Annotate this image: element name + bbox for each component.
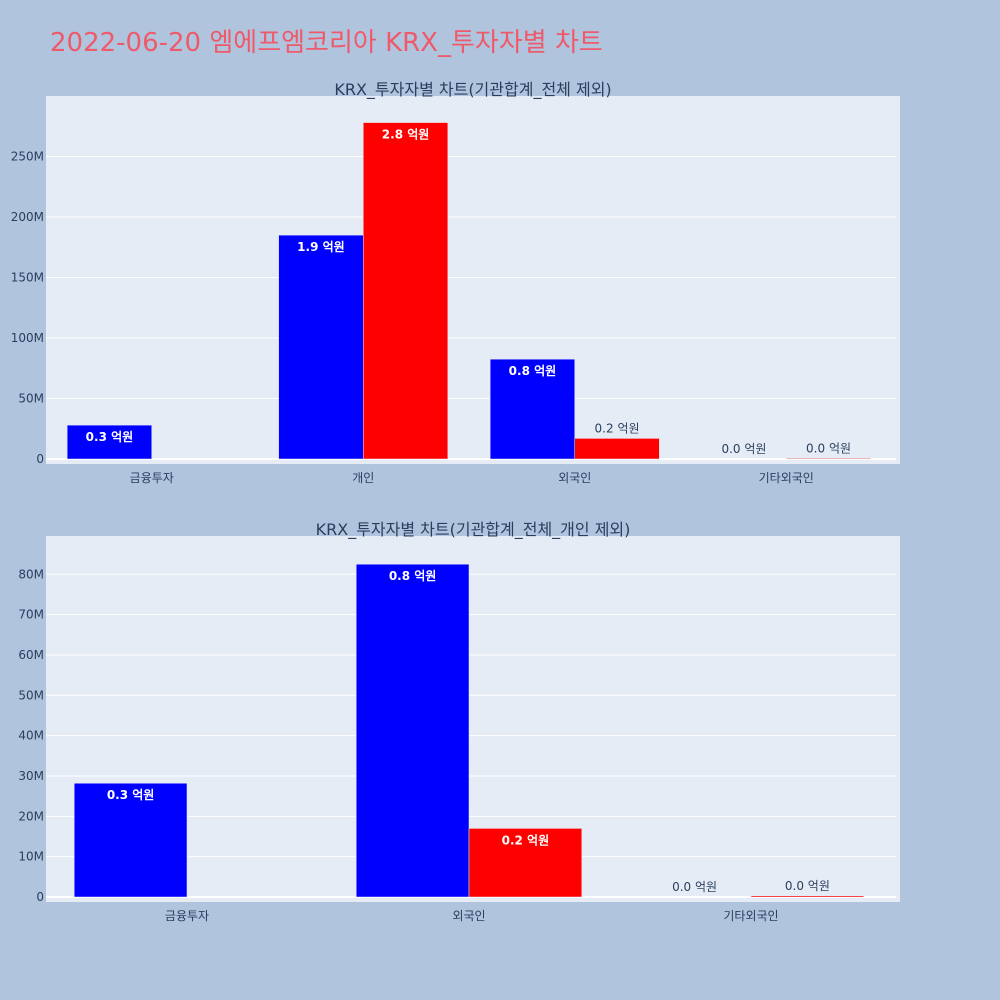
data-label: 1.9 억원 <box>297 240 345 254</box>
y-tick-label: 20M <box>18 809 44 823</box>
y-tick-label: 80M <box>18 567 44 581</box>
y-tick-label: 150M <box>11 270 44 284</box>
y-tick-label: 70M <box>18 608 44 622</box>
x-tick-label: 금융투자 <box>165 909 209 923</box>
y-tick-label: 40M <box>18 729 44 743</box>
bar <box>574 438 660 460</box>
bar <box>73 782 188 898</box>
x-tick-label: 외국인 <box>558 471 591 485</box>
chart-title: KRX_투자자별 차트(기관합계_전체_개인 제외) <box>316 520 631 540</box>
y-tick-label: 250M <box>11 149 44 163</box>
y-tick-label: 10M <box>18 850 44 864</box>
data-label: 0.0 억원 <box>721 442 766 456</box>
chart-krx-total-excl: 0 50M 100M 150M 200M 250M KRX_투자자별 차트(기관합계_전체 … <box>11 80 900 485</box>
bar <box>489 358 575 460</box>
y-tick-label: 60M <box>18 648 44 662</box>
plot-area <box>46 96 900 464</box>
y-tick-label: 100M <box>11 331 44 345</box>
x-tick-label: 외국인 <box>452 909 485 923</box>
data-label: 0.3 억원 <box>86 430 134 444</box>
x-tick-label: 개인 <box>352 471 374 485</box>
bar <box>786 458 872 460</box>
x-tick-label: 기타외국인 <box>759 471 814 485</box>
page-title: 2022-06-20 엠에프엠코리아 KRX_투자자별 차트 <box>50 28 603 58</box>
bar <box>468 828 583 898</box>
data-label: 0.0 억원 <box>672 880 717 894</box>
data-label: 0.8 억원 <box>509 364 557 378</box>
data-label: 0.0 억원 <box>806 441 851 455</box>
bar <box>66 424 152 460</box>
data-label: 0.2 억원 <box>502 833 550 847</box>
y-tick-label: 0 <box>36 890 44 904</box>
y-tick-label: 50M <box>18 391 44 405</box>
bar <box>363 122 449 460</box>
data-label: 0.2 억원 <box>595 421 640 435</box>
data-label: 0.8 억원 <box>389 569 437 583</box>
chart-krx-total-excl-individual: 0 10M 20M 30M 40M 50M 60M 70M 80M KRX_투자자별 차트(기관합… <box>18 520 900 923</box>
y-tick-label: 0 <box>36 452 44 466</box>
bar <box>278 234 364 460</box>
y-tick-label: 30M <box>18 769 44 783</box>
data-label: 0.0 억원 <box>785 879 830 893</box>
bar <box>355 563 470 898</box>
x-tick-label: 기타외국인 <box>723 909 778 923</box>
data-label: 0.3 억원 <box>107 788 155 802</box>
bar <box>750 895 865 898</box>
x-tick-label: 금융투자 <box>130 471 174 485</box>
chart-title: KRX_투자자별 차트(기관합계_전체 제외) <box>334 80 611 100</box>
data-label: 2.8 억원 <box>382 128 430 142</box>
y-tick-label: 50M <box>18 688 44 702</box>
y-tick-label: 200M <box>11 210 44 224</box>
